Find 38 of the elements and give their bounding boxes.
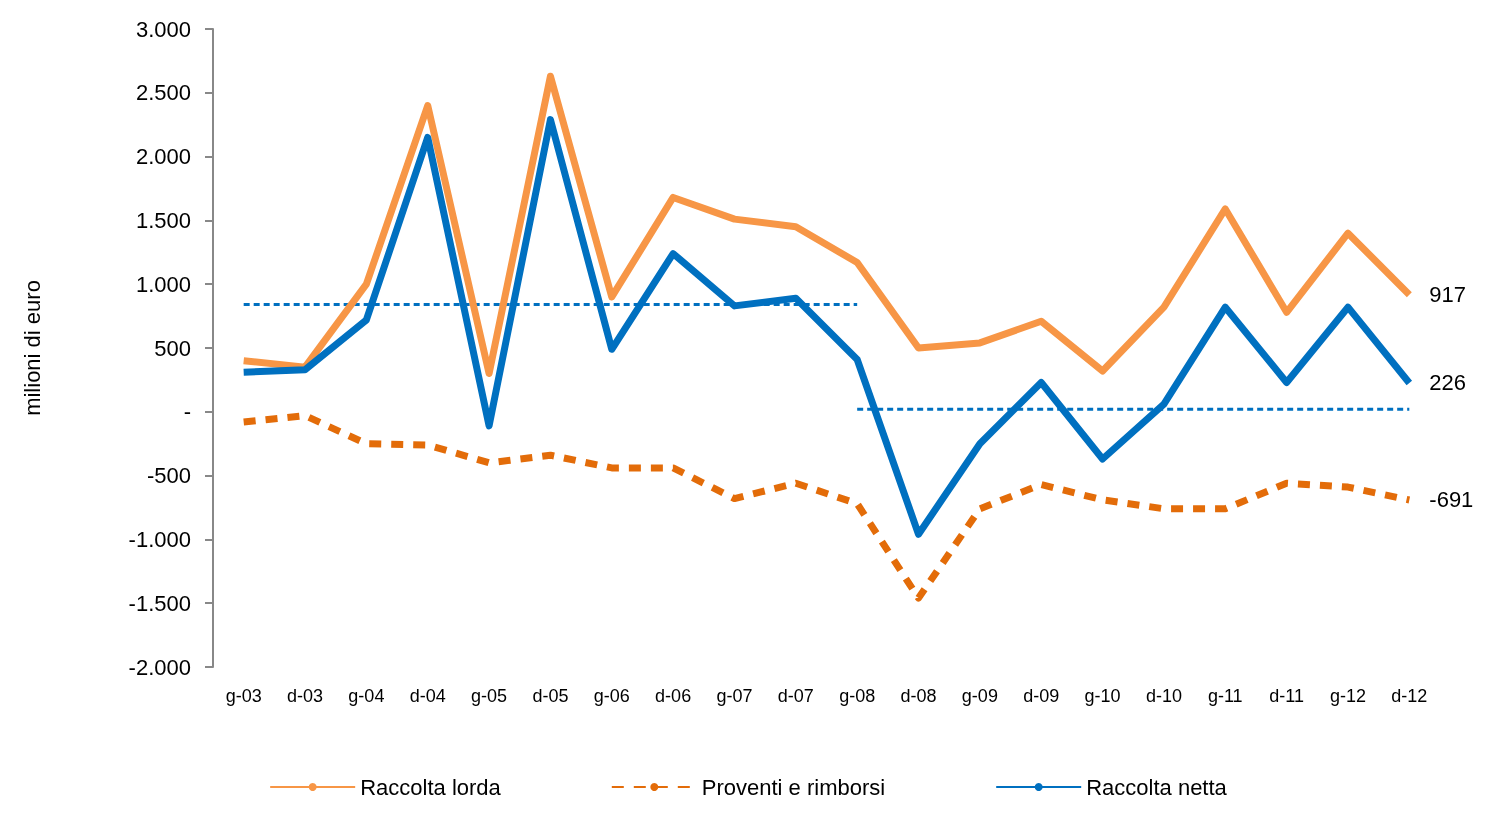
- x-tick-label: g-07: [716, 686, 753, 706]
- legend-label: Raccolta lorda: [360, 774, 502, 800]
- y-tick-label: -2.000: [128, 654, 191, 680]
- data-label: 226: [1429, 370, 1467, 396]
- x-tick-label: d-12: [1391, 686, 1428, 706]
- x-tick-label: g-09: [961, 686, 998, 706]
- y-tick-label: 1.000: [135, 271, 191, 297]
- y-tick-label: 2.000: [135, 144, 191, 170]
- x-tick-label: g-03: [225, 686, 262, 706]
- x-tick-label: g-04: [348, 686, 385, 706]
- x-tick-label: d-10: [1145, 686, 1182, 706]
- x-tick-label: g-11: [1207, 686, 1243, 706]
- x-tick-label: d-11: [1269, 686, 1304, 706]
- y-tick-label: -1.500: [128, 590, 191, 616]
- x-tick-label: g-08: [839, 686, 876, 706]
- y-tick-label: 1.500: [135, 207, 191, 233]
- x-tick-label: g-06: [593, 686, 630, 706]
- data-label: 917: [1429, 282, 1467, 308]
- y-tick-label: 3.000: [135, 16, 191, 42]
- y-tick-label: 500: [154, 335, 191, 361]
- x-tick-label: d-05: [532, 686, 569, 706]
- y-axis-title: milioni di euro: [19, 280, 45, 416]
- x-tick-label: d-07: [777, 686, 814, 706]
- y-tick-label: 2.500: [135, 80, 191, 106]
- x-tick-label: g-12: [1329, 686, 1366, 706]
- legend-label: Raccolta netta: [1086, 774, 1228, 800]
- x-tick-label: d-08: [900, 686, 937, 706]
- x-tick-label: d-06: [655, 686, 692, 706]
- data-label: -691: [1429, 487, 1474, 513]
- legend-label: Proventi e rimborsi: [701, 774, 886, 800]
- x-tick-label: d-09: [1023, 686, 1060, 706]
- y-tick-label: -1.000: [128, 526, 191, 552]
- x-tick-label: d-04: [409, 686, 446, 706]
- x-tick-label: g-10: [1084, 686, 1121, 706]
- y-tick-label: -: [183, 399, 191, 425]
- x-tick-label: g-05: [471, 686, 508, 706]
- x-tick-label: d-03: [287, 686, 324, 706]
- y-tick-label: -500: [146, 463, 191, 489]
